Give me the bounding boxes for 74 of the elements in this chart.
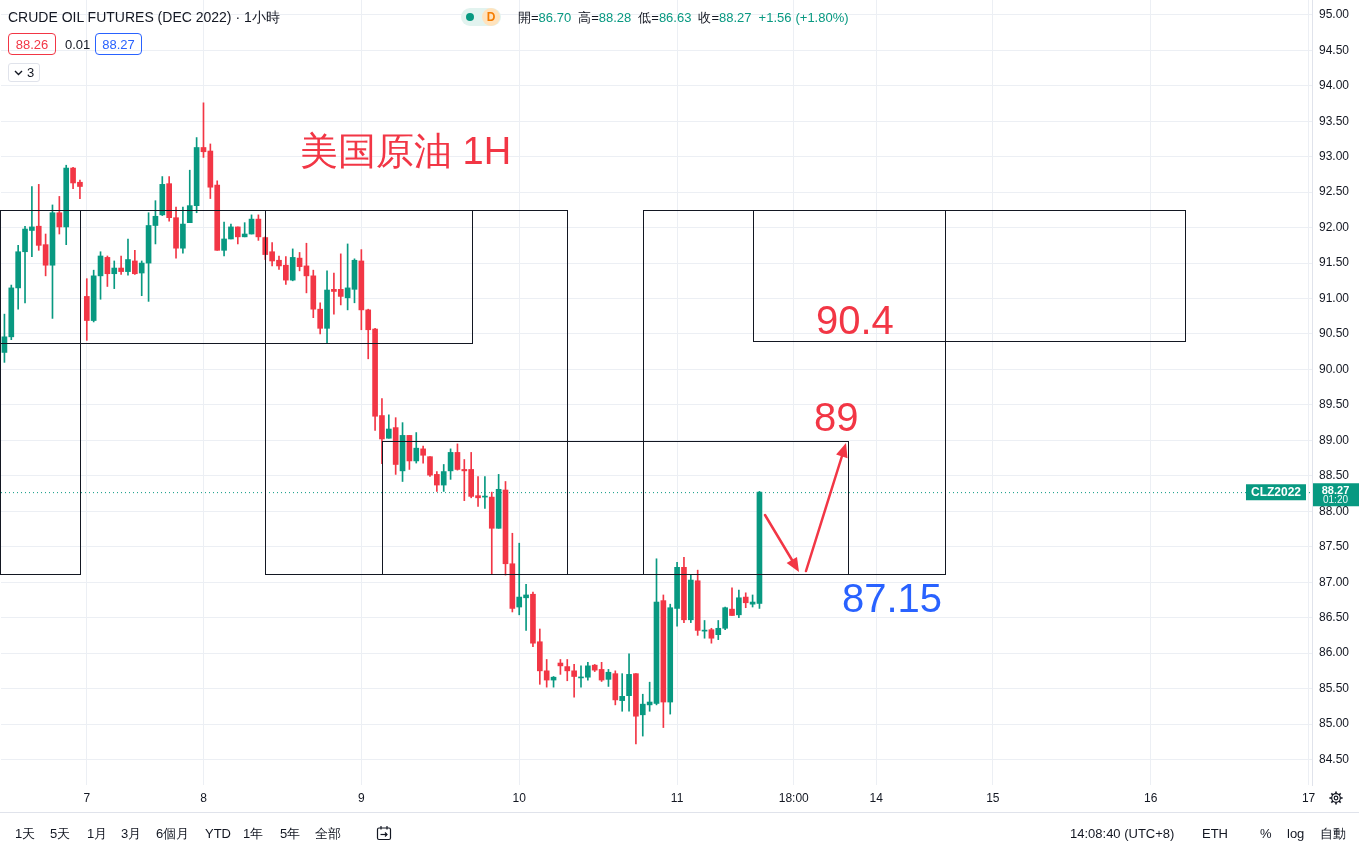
text: 全部 bbox=[315, 826, 341, 841]
y-tick-label: 93.00 bbox=[1319, 149, 1350, 164]
annotation: 87.15 bbox=[842, 576, 943, 620]
annotation: 88.27 bbox=[95, 33, 142, 55]
x-tick-label: 15 bbox=[986, 790, 1000, 805]
text: 自動 bbox=[1320, 826, 1346, 841]
x-tick-label: 8 bbox=[200, 790, 208, 805]
ref-line-label: CLZ2022 bbox=[1250, 485, 1302, 500]
text: 14:08:40 (UTC+8) bbox=[1070, 826, 1175, 841]
y-tick-label: 88.50 bbox=[1319, 468, 1350, 483]
y-tick-label: 92.00 bbox=[1319, 219, 1350, 234]
annotation: 86.70 bbox=[538, 10, 572, 25]
y-tick-label: 86.50 bbox=[1319, 609, 1350, 624]
y-tick-label: 91.50 bbox=[1319, 255, 1350, 270]
annotation: D bbox=[482, 8, 500, 26]
y-tick-label: 91.00 bbox=[1319, 290, 1350, 305]
x-tick-label: 9 bbox=[358, 790, 366, 805]
candlestick bbox=[571, 664, 577, 698]
text: 5年 bbox=[280, 826, 301, 841]
annotation: 高= bbox=[578, 10, 599, 25]
x-tick-label: 7 bbox=[83, 790, 91, 805]
annotation: 88.26 bbox=[8, 33, 56, 55]
y-tick-label: 95.00 bbox=[1319, 7, 1350, 22]
candlestick bbox=[118, 255, 124, 275]
annotation: 低= bbox=[638, 10, 659, 25]
annotation: 美国原油 1H bbox=[300, 130, 512, 172]
annotation: 86.63 bbox=[658, 10, 692, 25]
annotation: 3 bbox=[26, 65, 35, 80]
y-tick-label: 94.00 bbox=[1319, 78, 1350, 93]
y-tick-label: 90.00 bbox=[1319, 361, 1350, 376]
y-tick-label: 87.00 bbox=[1319, 574, 1350, 589]
text: 88.27 bbox=[1321, 484, 1350, 497]
x-tick-label: 18:00 bbox=[778, 790, 810, 805]
text: 01:20 bbox=[1322, 494, 1349, 506]
text: log bbox=[1287, 826, 1305, 841]
x-tick-label: 16 bbox=[1144, 790, 1158, 805]
text: 1天 bbox=[15, 826, 36, 841]
text: CRUDE OIL FUTURES (DEC 2022) · 1小時 bbox=[8, 9, 280, 25]
text: 5天 bbox=[50, 826, 71, 841]
annotation: 88.27 bbox=[719, 10, 752, 25]
annotation: 開= bbox=[518, 10, 539, 25]
text: ETH bbox=[1202, 826, 1228, 841]
candlestick bbox=[564, 659, 571, 682]
x-tick-label: 14 bbox=[869, 790, 884, 805]
annotation: 89 bbox=[814, 395, 859, 439]
y-tick-label: 94.50 bbox=[1319, 42, 1350, 57]
y-tick-label: 85.50 bbox=[1319, 680, 1350, 695]
annotation: 0.01 bbox=[65, 37, 91, 52]
text: 6個月 bbox=[156, 826, 190, 841]
y-tick-label: 85.00 bbox=[1319, 716, 1350, 731]
text: 1年 bbox=[243, 826, 264, 841]
annotation: (+1.80%) bbox=[795, 10, 849, 25]
y-tick-label: 84.50 bbox=[1319, 751, 1350, 766]
candlestick bbox=[111, 260, 118, 289]
x-tick-label: 17 bbox=[1301, 790, 1316, 805]
y-tick-label: 93.50 bbox=[1319, 113, 1350, 128]
y-tick-label: 87.50 bbox=[1319, 539, 1350, 554]
y-tick-label: 92.50 bbox=[1319, 184, 1350, 199]
y-tick-label: 90.50 bbox=[1319, 326, 1350, 341]
annotation: 90.4 bbox=[816, 298, 894, 342]
y-tick-label: 86.00 bbox=[1319, 645, 1350, 660]
y-tick-label: 89.00 bbox=[1319, 432, 1350, 447]
annotation: 收= bbox=[698, 10, 720, 25]
text: YTD bbox=[205, 826, 231, 841]
y-tick-label: 88.00 bbox=[1319, 503, 1350, 518]
x-tick-label: 10 bbox=[512, 790, 527, 805]
y-tick-label: 89.50 bbox=[1319, 397, 1350, 412]
text: 3月 bbox=[121, 826, 142, 841]
text: % bbox=[1260, 826, 1272, 841]
x-tick-label: 11 bbox=[670, 790, 684, 805]
annotation: +1.56 bbox=[758, 10, 792, 25]
annotation: 88.28 bbox=[598, 10, 632, 25]
text: 1月 bbox=[87, 826, 108, 841]
candlestick bbox=[619, 673, 626, 712]
